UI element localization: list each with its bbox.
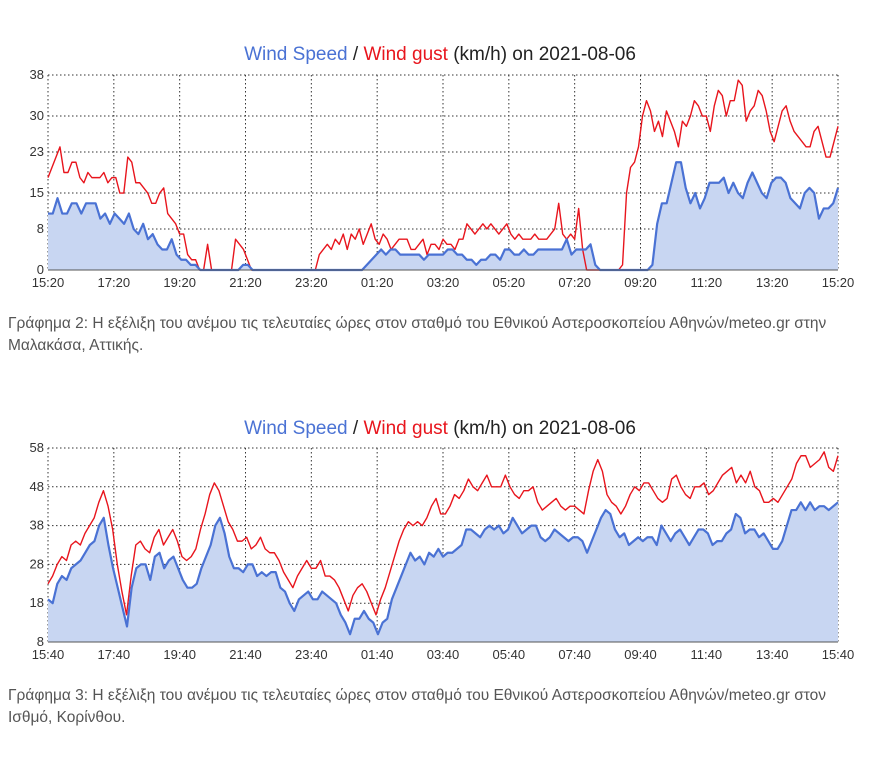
chart-title-1: Wind Speed / Wind gust (km/h) on 2021-08…: [0, 44, 880, 66]
x-tick-label: 23:20: [295, 275, 328, 290]
y-tick-label: 48: [30, 479, 44, 494]
title-speed-label: Wind Speed: [244, 44, 348, 65]
y-tick-label: 23: [30, 144, 44, 159]
x-tick-label: 15:40: [32, 647, 65, 662]
wind-speed-area: [48, 162, 838, 270]
y-tick-label: 0: [37, 262, 44, 277]
y-tick-label: 8: [37, 634, 44, 649]
x-tick-label: 03:40: [427, 647, 460, 662]
x-tick-label: 23:40: [295, 647, 328, 662]
x-tick-label: 13:40: [756, 647, 789, 662]
wind-speed-line: [47, 501, 839, 636]
wind-chart-1: 0 8 15 23 30 38 15:20 17:20 19:20 21:20 23:20 01:20…: [30, 67, 855, 290]
x-tick-label: 09:20: [624, 275, 657, 290]
wind-speed-line: [48, 161, 840, 272]
title-separator: /: [347, 44, 364, 65]
title-gust-label: Wind gust: [363, 418, 448, 439]
title-rest: (km/h) on 2021-08-06: [447, 44, 636, 65]
x-tick-label: 03:20: [427, 275, 460, 290]
chart-title-2: Wind Speed / Wind gust (km/h) on 2021-08…: [0, 418, 880, 440]
y-tick-label: 15: [30, 185, 44, 200]
y-tick-label: 8: [37, 221, 44, 236]
chart-block-2: Wind Speed / Wind gust (km/h) on 2021-08…: [0, 400, 880, 761]
x-tick-label: 13:20: [756, 275, 789, 290]
y-tick-label: 38: [30, 518, 44, 533]
wind-speed-area: [48, 502, 838, 642]
x-tick-label: 11:40: [691, 647, 723, 662]
x-tick-label: 15:20: [32, 275, 65, 290]
x-tick-label: 15:40: [822, 647, 855, 662]
x-tick-label: 21:40: [229, 647, 262, 662]
x-tick-label: 17:20: [98, 275, 131, 290]
x-tick-label: 09:40: [624, 647, 657, 662]
x-tick-label: 01:40: [361, 647, 394, 662]
x-tick-label: 19:40: [163, 647, 196, 662]
title-rest: (km/h) on 2021-08-06: [447, 418, 636, 439]
x-tick-label: 05:40: [493, 647, 526, 662]
x-tick-label: 05:20: [493, 275, 526, 290]
chart-block-1: Wind Speed / Wind gust (km/h) on 2021-08…: [0, 44, 880, 354]
y-tick-label: 30: [30, 108, 44, 123]
y-tick-label: 58: [30, 440, 44, 455]
chart-caption-1: Γράφημα 2: Η εξέλιξη του ανέμου τις τελε…: [8, 315, 827, 354]
x-tick-label: 15:20: [822, 275, 855, 290]
title-separator: /: [347, 418, 364, 439]
y-tick-label: 18: [30, 595, 44, 610]
x-tick-label: 11:20: [691, 275, 723, 290]
x-tick-label: 21:20: [229, 275, 262, 290]
x-tick-label: 01:20: [361, 275, 394, 290]
title-gust-label: Wind gust: [363, 44, 448, 65]
wind-chart-2: 8 18 28 38 48 58 15:40 17:40 19:40 21:40 23:40 01:4…: [30, 440, 855, 662]
y-tick-label: 28: [30, 556, 44, 571]
x-tick-label: 19:20: [163, 275, 196, 290]
wind-gust-line: [47, 79, 839, 271]
y-tick-label: 38: [30, 67, 44, 82]
title-speed-label: Wind Speed: [244, 418, 348, 439]
x-tick-label: 07:20: [558, 275, 591, 290]
wind-gust-line: [47, 451, 839, 616]
chart-caption-2: Γράφημα 3: Η εξέλιξη του ανέμου τις τελε…: [8, 687, 827, 726]
x-tick-label: 17:40: [98, 647, 131, 662]
x-tick-label: 07:40: [558, 647, 591, 662]
